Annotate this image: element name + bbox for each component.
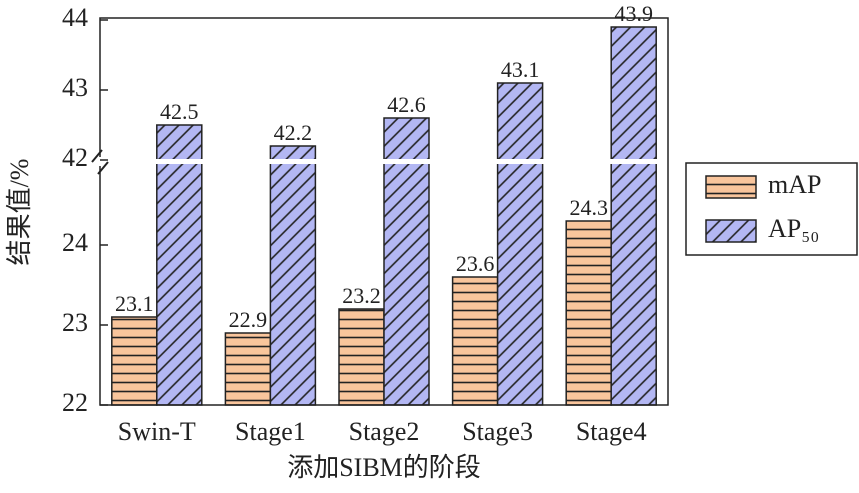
- x-tick-label: Stage1: [235, 417, 306, 446]
- value-label: 42.6: [387, 92, 426, 117]
- x-tick-label: Stage2: [349, 417, 420, 446]
- value-label: 43.9: [614, 1, 653, 26]
- legend-swatch: [705, 175, 757, 199]
- value-label: 43.1: [501, 57, 540, 82]
- value-label: 42.5: [160, 99, 199, 124]
- x-tick-label: Stage4: [576, 417, 647, 446]
- x-tick-label: Swin-T: [118, 417, 196, 446]
- bar: [111, 316, 158, 406]
- y-axis-label: 结果值/%: [5, 159, 34, 266]
- bar: [565, 220, 612, 406]
- break-mark: [97, 161, 109, 175]
- value-label: 42.2: [274, 120, 313, 145]
- bar: [224, 332, 272, 406]
- bar: [610, 26, 657, 406]
- bar: [383, 117, 430, 406]
- value-label: 23.1: [115, 291, 154, 316]
- axis-break: [96, 159, 672, 164]
- bar: [269, 145, 317, 406]
- y-tick-label: 42: [62, 143, 88, 172]
- bar: [496, 82, 544, 406]
- y-tick-label: 22: [62, 388, 88, 417]
- x-tick-label: Stage3: [462, 417, 533, 446]
- plot-frame: [99, 17, 669, 406]
- break-mark: [91, 149, 103, 163]
- bar: [451, 276, 499, 406]
- value-label: 24.3: [569, 195, 608, 220]
- value-label: 22.9: [229, 307, 268, 332]
- legend-swatch: [705, 219, 757, 243]
- bar: [156, 124, 203, 406]
- y-tick-label: 44: [62, 3, 88, 32]
- y-tick-label: 23: [62, 308, 88, 337]
- y-tick-label: 24: [62, 228, 88, 257]
- y-tick-label: 43: [62, 73, 88, 102]
- axis-break: [88, 157, 112, 166]
- value-label: 23.6: [456, 251, 495, 276]
- legend-label: AP₅₀: [768, 214, 819, 243]
- x-axis-label: 添加SIBM的阶段: [287, 453, 481, 482]
- legend-label: mAP: [768, 170, 821, 199]
- value-label: 23.2: [342, 283, 381, 308]
- bar: [338, 308, 385, 406]
